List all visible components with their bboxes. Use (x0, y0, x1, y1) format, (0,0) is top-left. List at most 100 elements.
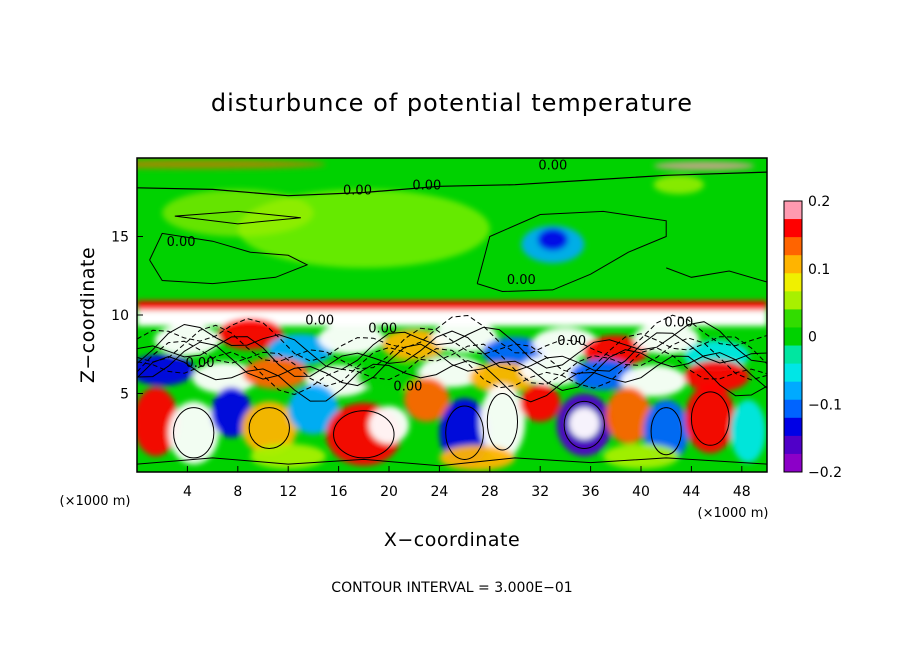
colorbar-swatch (784, 219, 802, 238)
field-patch (288, 384, 339, 435)
colorbar (783, 200, 803, 473)
y-tick-label: 5 (120, 387, 129, 403)
colorbar-tick-label: 0.1 (808, 262, 830, 278)
colorbar-tick-label: −0.1 (808, 397, 842, 413)
colorbar-tick-label: 0 (808, 330, 817, 346)
contour-label: 0.00 (167, 235, 196, 250)
contour-line (137, 321, 767, 370)
contour-line (445, 405, 485, 460)
contour-line (137, 341, 767, 392)
field-patch (605, 387, 652, 444)
field-band (137, 300, 767, 311)
contour-label: 0.00 (368, 322, 397, 337)
contour-line (149, 232, 309, 285)
field-patch (683, 360, 750, 392)
colorbar-swatch (784, 381, 802, 401)
colorbar-tick-label: −0.2 (808, 465, 842, 481)
contour-line (137, 347, 767, 396)
colorbar-swatch (784, 201, 802, 220)
contour-labels: 0.00 0.00 0.00 0.00 0.00 0.00 0.00 0.00 0.00 0.00… (167, 158, 694, 394)
contour-line (563, 400, 605, 449)
contour-line (137, 171, 767, 197)
colorbar-swatch (784, 291, 802, 310)
y-tick-label: 15 (111, 230, 129, 246)
field-patch (137, 159, 326, 169)
x-tick-label: 32 (531, 484, 549, 500)
field-patch (520, 384, 561, 422)
contour-line (137, 337, 767, 387)
contour-label: 0.00 (538, 158, 567, 173)
field-patch (368, 406, 410, 444)
y-axis-label: Z−coordinate (77, 247, 99, 383)
x-tick-label: 24 (430, 484, 448, 500)
colorbar-swatch (784, 435, 802, 455)
field-patch (633, 322, 699, 355)
x-tick-label: 48 (733, 484, 751, 500)
field-patch (730, 399, 766, 463)
field-patch (162, 189, 314, 237)
colorbar-swatch (784, 363, 802, 383)
colorbar-swatch (784, 255, 802, 274)
field-patch (318, 322, 384, 355)
field-patch (620, 365, 687, 397)
colorbar-swatch (784, 345, 802, 365)
contour-line (137, 330, 767, 377)
contour-line (137, 324, 767, 375)
contour-label: 0.00 (507, 273, 536, 288)
field-patch (168, 401, 219, 465)
field-patch (242, 357, 309, 389)
colorbar-swatch (784, 309, 802, 328)
field-patch (569, 407, 600, 440)
x-unit-right: (×1000 m) (698, 506, 769, 521)
field-patch (137, 354, 195, 386)
colorbar-frame (783, 200, 803, 473)
colorbar-swatch (784, 399, 802, 419)
field-patch (439, 445, 515, 471)
y-axis: 5 10 15 (111, 230, 143, 403)
field-patch (603, 443, 679, 469)
x-tick-label: 12 (279, 484, 297, 500)
contour-interval-note: CONTOUR INTERVAL = 3.000E−01 (331, 580, 572, 596)
contour-label: 0.00 (664, 315, 693, 330)
field-patch (241, 401, 298, 455)
colorbar-ticks: 0.2 0.1 0 −0.1 −0.2 (808, 194, 842, 481)
contour-label: 0.00 (412, 179, 441, 194)
colorbar-swatch (784, 273, 802, 292)
contour-label: 0.00 (393, 380, 422, 395)
contour-line (248, 407, 290, 449)
field-patch (653, 161, 755, 171)
contour-line (690, 391, 730, 446)
contour-label: 0.00 (186, 356, 215, 371)
colorbar-swatch (784, 453, 802, 473)
chart-title: disturbunce of potential temperature (211, 89, 693, 117)
contour-line (666, 267, 767, 283)
x-tick-label: 40 (632, 484, 650, 500)
x-axis: 4 8 12 16 20 24 28 32 36 40 44 48 (183, 466, 751, 500)
contour-line (174, 210, 301, 225)
contour-line (486, 393, 519, 451)
field-patch (653, 175, 704, 195)
colorbar-swatch (784, 237, 802, 256)
y-tick-label: 10 (111, 308, 129, 324)
contour-line (650, 407, 682, 456)
field-patch (192, 362, 258, 394)
field-patch (537, 228, 568, 251)
x-unit-left: (×1000 m) (60, 494, 131, 509)
field-patch (268, 333, 334, 366)
contour-line (333, 410, 395, 459)
x-tick-label: 20 (380, 484, 398, 500)
colorbar-swatch (784, 327, 802, 347)
contour-line (137, 314, 767, 362)
field-band (137, 310, 767, 326)
field-patch (404, 377, 450, 422)
field-patch (583, 335, 649, 367)
field-patch (211, 387, 252, 438)
x-tick-label: 16 (330, 484, 348, 500)
contour-label: 0.00 (305, 314, 334, 329)
field-patch (685, 384, 736, 454)
colorbar-tick-label: 0.2 (808, 194, 830, 210)
contour-line (476, 210, 667, 293)
contour-line (137, 355, 767, 403)
x-axis-label: X−coordinate (384, 529, 520, 551)
